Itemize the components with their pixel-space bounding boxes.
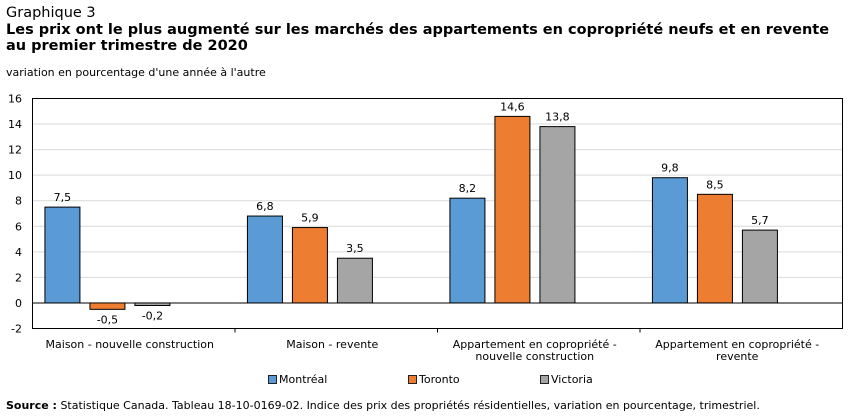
bar-toronto: [89, 302, 126, 310]
y-tick-label: 0: [15, 297, 22, 310]
bar-value-label: 13,8: [545, 111, 570, 124]
y-tick-label: -2: [11, 323, 22, 336]
y-tick-label: 14: [8, 118, 22, 131]
bar-value-label: 9,8: [661, 162, 679, 175]
legend-item-victoria: Victoria: [540, 373, 593, 386]
y-tick-label: 16: [8, 93, 22, 106]
bar-toronto: [494, 115, 531, 304]
bar-value-label: 8,2: [459, 182, 477, 195]
bar-victoria: [539, 126, 576, 304]
y-tick-label: 10: [8, 169, 22, 182]
x-category-label: nouvelle construction: [475, 350, 594, 363]
x-category-label: revente: [716, 350, 759, 363]
y-tick-label: 8: [15, 195, 22, 208]
x-axis: Maison - nouvelle construction Maison - r…: [46, 328, 819, 363]
bar-value-label: 7,5: [54, 191, 72, 204]
chart-title-line-1: Les prix ont le plus augmenté sur les ma…: [6, 22, 830, 38]
bar-toronto: [696, 193, 733, 304]
chart-label: Graphique 3: [6, 5, 96, 21]
x-category-label: Appartement en copropriété -: [453, 338, 617, 351]
x-category-label: Maison - revente: [286, 338, 378, 351]
bar-montréal: [246, 215, 283, 304]
bar-value-labels: 7,5 -0,5 -0,2 6,8 5,9 3,5 8,2 14,6 13,8 9,8 8,5 5,7: [54, 100, 769, 326]
bar-value-label: 14,6: [500, 100, 525, 113]
bar-value-label: 3,5: [346, 242, 364, 255]
y-axis-unit: variation en pourcentage d'une année à l…: [6, 66, 266, 79]
source-label: Source :: [6, 399, 57, 412]
y-tick-label: 6: [15, 220, 22, 233]
bar-value-label: 6,8: [256, 200, 274, 213]
bar-value-label: 5,7: [751, 214, 769, 227]
legend-swatch-victoria: [540, 375, 549, 384]
bars: [44, 115, 778, 310]
bar-victoria: [134, 302, 171, 307]
bar-montréal: [449, 197, 486, 304]
legend-label-victoria: Victoria: [551, 373, 593, 386]
y-tick-label: 2: [15, 271, 22, 284]
legend-item-montreal: Montréal: [268, 373, 327, 386]
plot-frame: [32, 98, 843, 329]
bar-toronto: [291, 227, 328, 304]
legend-swatch-montreal: [268, 375, 277, 384]
bar-victoria: [336, 257, 373, 304]
bar-montréal: [44, 206, 81, 304]
source-text: Statistique Canada. Tableau 18-10-0169-0…: [56, 399, 760, 412]
bar-value-label: -0,2: [142, 310, 163, 323]
legend-swatch-toronto: [408, 375, 417, 384]
bar-value-label: -0,5: [97, 313, 118, 326]
legend-item-toronto: Toronto: [408, 373, 460, 386]
legend-label-toronto: Toronto: [419, 373, 460, 386]
chart-title-line-2: au premier trimestre de 2020: [6, 38, 248, 54]
source-note: Source : Statistique Canada. Tableau 18-…: [6, 399, 760, 412]
y-tick-label: 4: [15, 246, 22, 259]
y-tick-label: 12: [8, 144, 22, 157]
x-category-label: Appartement en copropriété -: [655, 338, 819, 351]
legend-label-montreal: Montréal: [279, 373, 328, 386]
bar-montréal: [651, 177, 688, 304]
bar-victoria: [741, 229, 778, 304]
bar-value-label: 8,5: [706, 178, 724, 191]
x-category-label: Maison - nouvelle construction: [46, 338, 214, 351]
bar-value-label: 5,9: [301, 212, 319, 225]
